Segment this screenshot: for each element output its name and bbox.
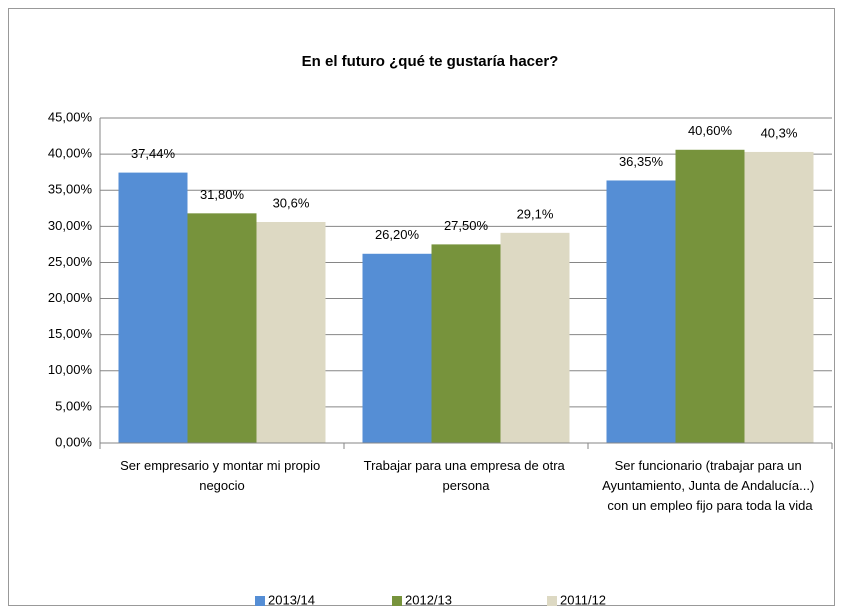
value-label: 27,50%: [444, 218, 489, 233]
x-tick-label-line: Trabajar para una empresa de otra: [364, 458, 569, 473]
legend-label: 2013/14: [268, 592, 315, 607]
x-tick-label-line: con un empleo fijo para toda la vida: [607, 498, 813, 513]
value-label: 37,44%: [131, 146, 176, 161]
bar: [675, 149, 745, 443]
value-label: 36,35%: [619, 154, 664, 169]
y-tick-label: 5,00%: [55, 398, 92, 413]
y-tick-label: 0,00%: [55, 434, 92, 449]
legend-swatch: [392, 596, 402, 606]
value-label: 26,20%: [375, 227, 420, 242]
bar: [606, 180, 676, 443]
value-label: 40,60%: [688, 123, 733, 138]
bar: [744, 151, 814, 443]
y-tick-label: 45,00%: [48, 109, 93, 124]
x-tick-label: Ser funcionario (trabajar para un Ayunta…: [602, 458, 818, 513]
bar: [187, 213, 257, 443]
x-tick-label: Trabajar para una empresa de otra person…: [364, 458, 569, 493]
legend-swatch: [255, 596, 265, 606]
bar: [431, 244, 501, 443]
legend-swatch: [547, 596, 557, 606]
value-label: 30,6%: [273, 195, 310, 210]
x-tick-label-line: Ser empresario y montar mi propio: [120, 458, 324, 473]
x-tick-label-line: Ser funcionario (trabajar para un: [615, 458, 806, 473]
y-tick-label: 25,00%: [48, 254, 93, 269]
y-tick-label: 10,00%: [48, 362, 93, 377]
x-tick-label-line: negocio: [199, 478, 245, 493]
bar: [118, 172, 188, 443]
y-tick-label: 35,00%: [48, 182, 93, 197]
bar: [362, 253, 432, 443]
y-tick-label: 20,00%: [48, 290, 93, 305]
bar: [256, 222, 326, 443]
x-tick-label-line: Ayuntamiento, Junta de Andalucía...): [602, 478, 818, 493]
value-label: 29,1%: [517, 206, 554, 221]
legend-label: 2011/12: [560, 592, 606, 607]
value-label: 40,3%: [761, 125, 798, 140]
x-tick-label-line: persona: [443, 478, 491, 493]
bar: [500, 232, 570, 443]
legend-label: 2012/13: [405, 592, 452, 607]
y-tick-label: 40,00%: [48, 146, 93, 161]
chart-title: En el futuro ¿qué te gustaría hacer?: [302, 53, 559, 70]
value-label: 31,80%: [200, 187, 245, 202]
y-tick-label: 15,00%: [48, 326, 93, 341]
y-tick-label: 30,00%: [48, 218, 93, 233]
x-tick-label: Ser empresario y montar mi propio negoci…: [120, 458, 324, 493]
